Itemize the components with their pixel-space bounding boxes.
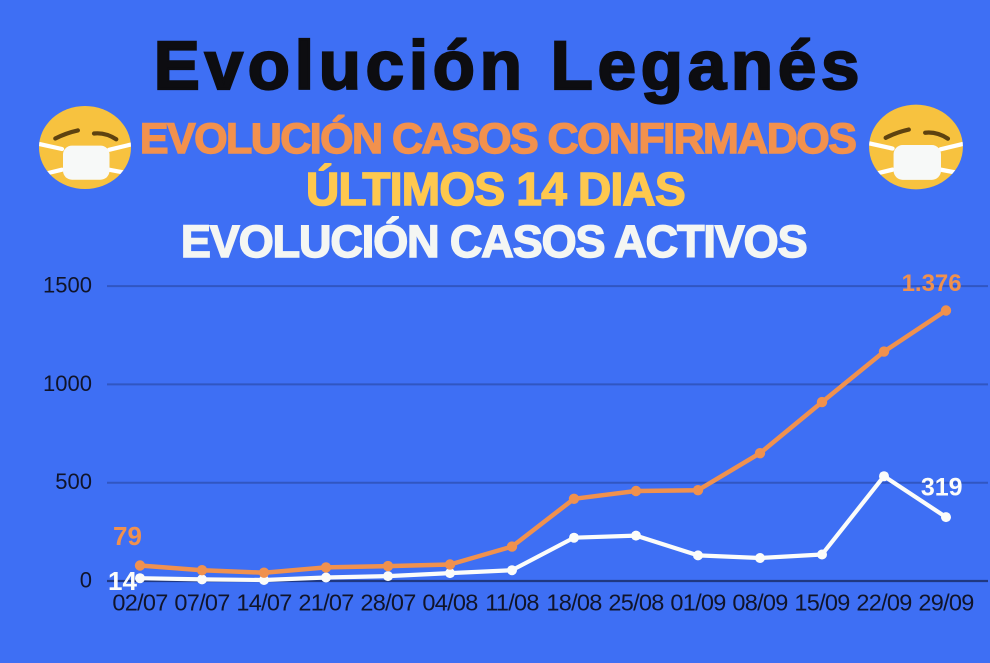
svg-text:14/07: 14/07 — [236, 590, 291, 616]
svg-text:29/09: 29/09 — [918, 590, 973, 616]
svg-text:02/07: 02/07 — [112, 590, 167, 616]
svg-text:79: 79 — [113, 521, 142, 551]
svg-text:07/07: 07/07 — [174, 590, 229, 616]
svg-text:1000: 1000 — [43, 371, 92, 396]
svg-text:500: 500 — [55, 469, 92, 494]
svg-text:319: 319 — [921, 473, 963, 501]
svg-text:14: 14 — [108, 566, 137, 596]
svg-text:11/08: 11/08 — [485, 590, 539, 616]
svg-text:15/09: 15/09 — [794, 590, 849, 616]
svg-text:25/08: 25/08 — [608, 590, 664, 616]
svg-text:1500: 1500 — [43, 273, 92, 298]
svg-text:0: 0 — [80, 568, 92, 593]
svg-text:21/07: 21/07 — [298, 590, 353, 616]
svg-text:04/08: 04/08 — [422, 590, 478, 616]
svg-text:1.376: 1.376 — [902, 270, 962, 297]
svg-text:01/09: 01/09 — [670, 590, 725, 616]
svg-text:08/09: 08/09 — [732, 590, 787, 616]
svg-text:22/09: 22/09 — [856, 590, 911, 616]
svg-text:18/08: 18/08 — [546, 590, 602, 616]
svg-text:28/07: 28/07 — [360, 590, 415, 616]
